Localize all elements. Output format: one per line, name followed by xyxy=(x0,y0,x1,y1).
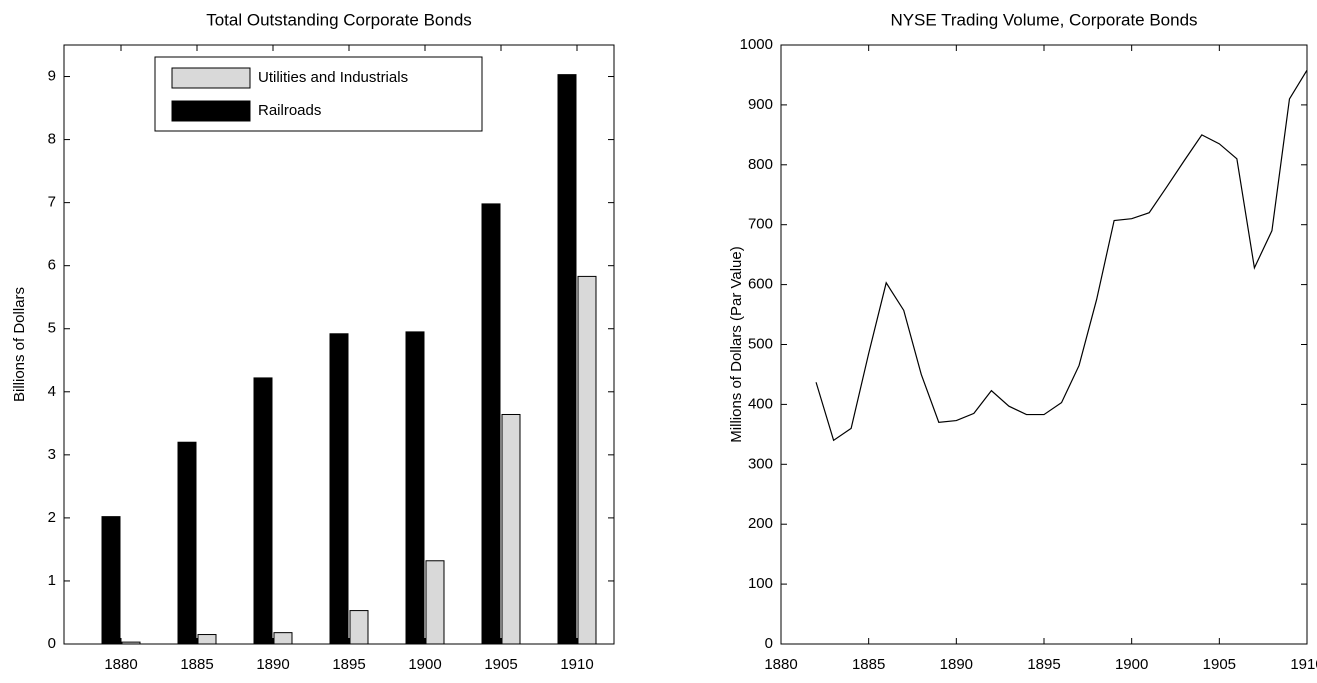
x-tick-label: 1905 xyxy=(1203,656,1236,673)
y-tick-label: 6 xyxy=(48,257,56,274)
bar xyxy=(121,641,141,645)
x-tick-label: 1900 xyxy=(408,656,441,673)
x-tick-label: 1880 xyxy=(104,656,137,673)
y-tick-label: 1000 xyxy=(740,36,773,53)
y-axis-label: Millions of Dollars (Par Value) xyxy=(728,246,745,442)
chart-title: Total Outstanding Corporate Bonds xyxy=(206,10,472,29)
y-tick-label: 0 xyxy=(765,635,773,652)
legend-swatch xyxy=(171,100,251,122)
y-tick-label: 2 xyxy=(48,509,56,526)
legend-swatch xyxy=(171,67,251,89)
bar xyxy=(405,331,425,645)
legend-label: Utilities and Industrials xyxy=(258,69,408,86)
x-tick-label: 1890 xyxy=(256,656,289,673)
y-tick-label: 5 xyxy=(48,320,56,337)
plot-frame xyxy=(780,44,1308,645)
bar xyxy=(329,333,349,645)
bar xyxy=(273,632,293,645)
chart-title: NYSE Trading Volume, Corporate Bonds xyxy=(890,10,1197,29)
x-tick-label: 1890 xyxy=(940,656,973,673)
bar xyxy=(253,377,273,645)
bar xyxy=(101,516,121,645)
y-axis-label: Billions of Dollars xyxy=(11,287,28,402)
bar xyxy=(577,275,597,645)
bar xyxy=(349,610,369,645)
y-tick-label: 4 xyxy=(48,383,56,400)
bar xyxy=(481,203,501,645)
y-tick-label: 3 xyxy=(48,446,56,463)
y-tick-label: 900 xyxy=(748,96,773,113)
bar xyxy=(177,441,197,645)
y-tick-label: 8 xyxy=(48,131,56,148)
data-line xyxy=(815,69,1308,442)
y-tick-label: 600 xyxy=(748,276,773,293)
y-tick-label: 100 xyxy=(748,575,773,592)
x-tick-label: 1895 xyxy=(332,656,365,673)
y-tick-label: 1 xyxy=(48,572,56,589)
y-tick-label: 300 xyxy=(748,455,773,472)
y-tick-label: 9 xyxy=(48,67,56,84)
y-tick-label: 500 xyxy=(748,335,773,352)
y-tick-label: 200 xyxy=(748,515,773,532)
x-tick-label: 1905 xyxy=(484,656,517,673)
x-tick-label: 1900 xyxy=(1115,656,1148,673)
y-tick-label: 400 xyxy=(748,395,773,412)
x-tick-label: 1910 xyxy=(560,656,593,673)
y-tick-label: 700 xyxy=(748,216,773,233)
x-tick-label: 1880 xyxy=(764,656,797,673)
legend-label: Railroads xyxy=(258,102,321,119)
x-tick-label: 1895 xyxy=(1027,656,1060,673)
x-tick-label: 1885 xyxy=(180,656,213,673)
bar xyxy=(501,413,521,645)
y-tick-label: 7 xyxy=(48,194,56,211)
x-tick-label: 1885 xyxy=(852,656,885,673)
x-tick-label: 1910 xyxy=(1290,656,1317,673)
bar xyxy=(197,634,217,645)
y-tick-label: 800 xyxy=(748,156,773,173)
y-tick-label: 0 xyxy=(48,635,56,652)
bar xyxy=(557,74,577,645)
bar xyxy=(425,560,445,645)
